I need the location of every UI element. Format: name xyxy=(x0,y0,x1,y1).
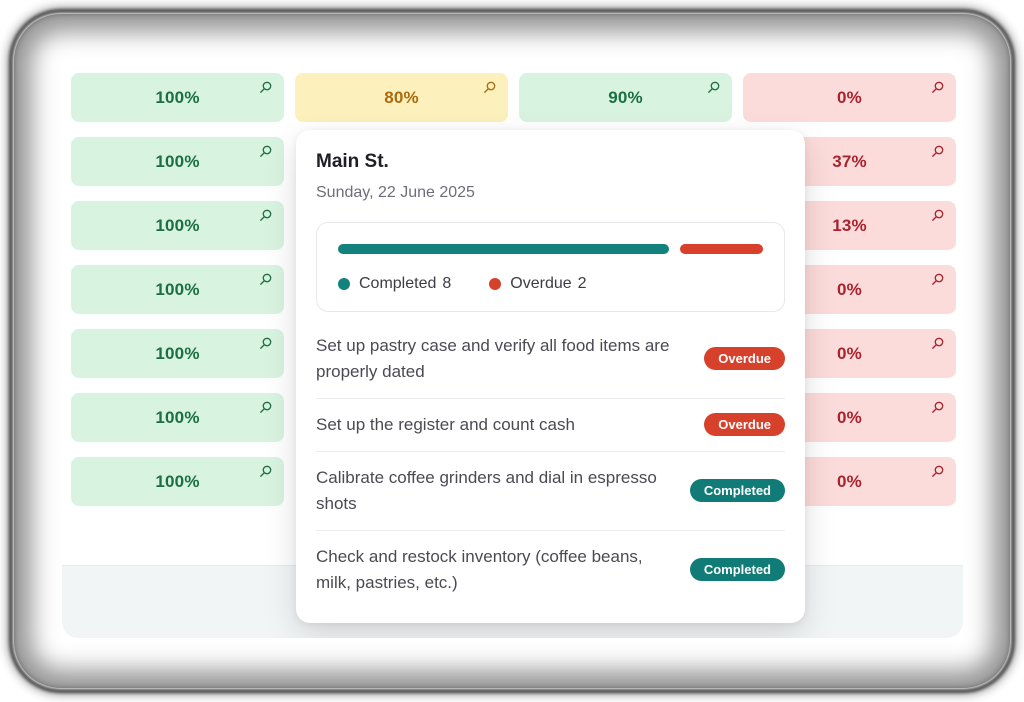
completion-dashboard-page: 100% 100% 100% 100% 100% 100% xyxy=(62,58,963,638)
progress-bar-overdue xyxy=(680,243,763,254)
cell-value: 100% xyxy=(155,471,200,491)
search-icon[interactable] xyxy=(483,81,496,94)
task-row: Set up pastry case and verify all food i… xyxy=(316,320,785,399)
search-icon[interactable] xyxy=(931,145,944,158)
search-icon[interactable] xyxy=(931,209,944,222)
search-icon[interactable] xyxy=(259,465,272,478)
cell-value: 100% xyxy=(155,279,200,299)
task-status-badge: Completed xyxy=(689,558,785,582)
completion-cell[interactable]: 100% xyxy=(71,457,284,506)
search-icon[interactable] xyxy=(259,81,272,94)
location-detail-popover: Main St. Sunday, 22 June 2025 Completed … xyxy=(296,130,805,623)
search-icon[interactable] xyxy=(931,337,944,350)
progress-legend: Completed 8 Overdue 2 xyxy=(338,275,763,293)
completion-cell[interactable]: 100% xyxy=(71,201,284,250)
completion-cell[interactable]: 80% xyxy=(295,73,508,122)
cell-value: 90% xyxy=(608,87,643,107)
legend-completed-count: 8 xyxy=(442,274,452,292)
completion-cell[interactable]: 100% xyxy=(71,265,284,314)
cell-value: 0% xyxy=(837,407,862,427)
cell-value: 37% xyxy=(832,151,867,171)
task-status-badge: Overdue xyxy=(704,347,785,371)
completion-cell[interactable]: 90% xyxy=(519,73,732,122)
progress-summary-card: Completed 8 Overdue 2 xyxy=(316,221,785,312)
legend-item-overdue: Overdue 2 xyxy=(489,274,587,293)
popover-title: Main St. xyxy=(316,151,389,172)
search-icon[interactable] xyxy=(931,273,944,286)
completion-cell[interactable]: 100% xyxy=(71,73,284,122)
cell-value: 100% xyxy=(155,215,200,235)
legend-overdue-label: Overdue xyxy=(510,274,572,292)
search-icon[interactable] xyxy=(259,401,272,414)
task-list: Set up pastry case and verify all food i… xyxy=(316,320,785,609)
search-icon[interactable] xyxy=(931,401,944,414)
search-icon[interactable] xyxy=(259,337,272,350)
cell-value: 0% xyxy=(837,279,862,299)
cell-value: 13% xyxy=(832,215,867,235)
grid-column-3: 90% xyxy=(519,73,732,122)
task-row: Check and restock inventory (coffee bean… xyxy=(316,531,785,609)
completion-cell[interactable]: 100% xyxy=(71,329,284,378)
overdue-dot-icon xyxy=(489,277,502,290)
task-text: Set up pastry case and verify all food i… xyxy=(316,335,670,381)
search-icon[interactable] xyxy=(259,273,272,286)
search-icon[interactable] xyxy=(931,465,944,478)
grid-column-2: 80% xyxy=(295,73,508,122)
cell-value: 0% xyxy=(837,471,862,491)
cell-value: 100% xyxy=(155,343,200,363)
cell-value: 100% xyxy=(155,87,200,107)
progress-bar xyxy=(338,243,763,254)
cell-value: 0% xyxy=(837,87,862,107)
completion-cell[interactable]: 100% xyxy=(71,393,284,442)
popover-date: Sunday, 22 June 2025 xyxy=(316,183,475,201)
legend-overdue-count: 2 xyxy=(577,274,587,292)
cell-value: 100% xyxy=(155,407,200,427)
search-icon[interactable] xyxy=(259,209,272,222)
legend-completed-label: Completed xyxy=(359,274,437,292)
task-text: Calibrate coffee grinders and dial in es… xyxy=(316,467,657,513)
task-row: Set up the register and count cash Overd… xyxy=(316,399,785,452)
completion-cell[interactable]: 100% xyxy=(71,137,284,186)
search-icon[interactable] xyxy=(259,145,272,158)
cell-value: 0% xyxy=(837,343,862,363)
legend-item-completed: Completed 8 xyxy=(338,275,451,293)
task-status-badge: Completed xyxy=(689,479,785,503)
completion-cell[interactable]: 0% xyxy=(743,73,956,122)
completed-dot-icon xyxy=(338,277,350,290)
grid-column-1: 100% 100% 100% 100% 100% 100% xyxy=(71,73,284,506)
device-frame xyxy=(9,9,1015,693)
task-text: Set up the register and count cash xyxy=(316,414,575,434)
search-icon[interactable] xyxy=(707,81,720,94)
progress-bar-completed xyxy=(338,243,670,254)
task-text: Check and restock inventory (coffee bean… xyxy=(316,546,643,592)
task-status-badge: Overdue xyxy=(704,413,785,437)
cell-value: 80% xyxy=(384,87,419,107)
cell-value: 100% xyxy=(155,151,200,171)
task-row: Calibrate coffee grinders and dial in es… xyxy=(316,452,785,531)
search-icon[interactable] xyxy=(931,81,944,94)
